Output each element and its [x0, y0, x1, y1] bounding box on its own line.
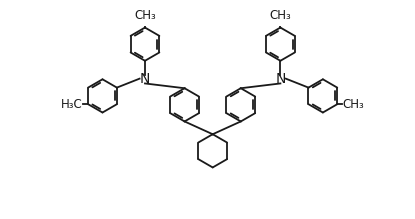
Text: H₃C: H₃C — [61, 98, 83, 111]
Text: CH₃: CH₃ — [134, 9, 156, 23]
Text: N: N — [140, 72, 150, 86]
Text: CH₃: CH₃ — [269, 9, 291, 23]
Text: N: N — [275, 72, 286, 86]
Text: CH₃: CH₃ — [342, 98, 364, 111]
